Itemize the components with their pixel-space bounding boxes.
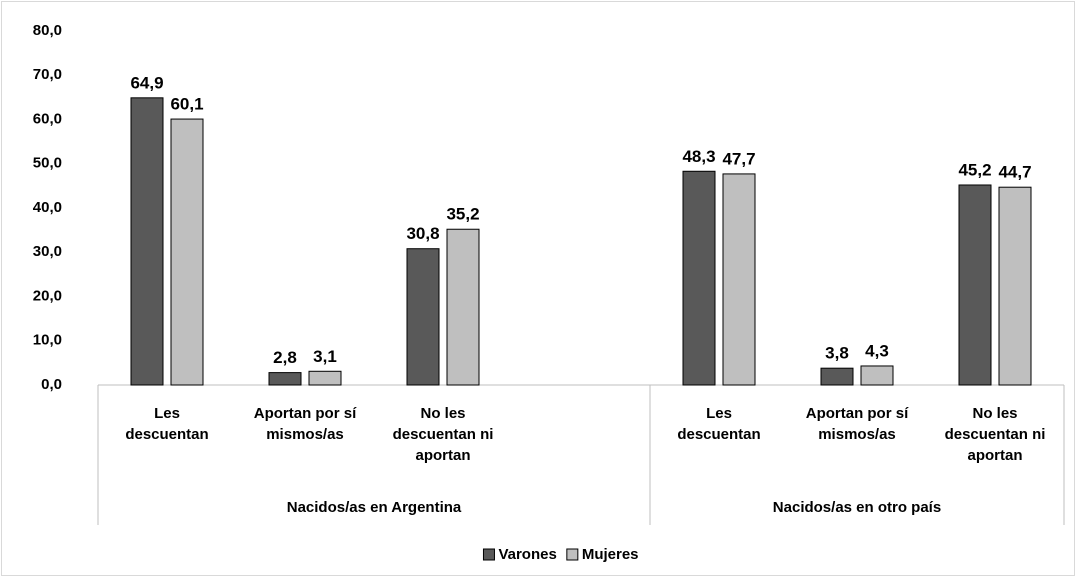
bar xyxy=(130,97,164,386)
x-tick-label: Aportan por sí mismos/as xyxy=(805,405,909,443)
legend-swatch xyxy=(566,548,579,561)
bar xyxy=(998,186,1032,386)
x-tick-label: Les descuentan xyxy=(125,405,209,443)
data-label: 48,3 xyxy=(682,147,715,166)
bar xyxy=(406,248,440,386)
y-tick-label: 50,0 xyxy=(33,155,62,172)
data-label: 44,7 xyxy=(998,163,1031,182)
group-label: Nacidos/as en Argentina xyxy=(287,499,462,516)
data-label: 4,3 xyxy=(865,341,889,360)
bar xyxy=(170,118,204,386)
data-label: 64,9 xyxy=(130,73,163,92)
data-label: 2,8 xyxy=(273,348,297,367)
chart-border xyxy=(1,1,1075,576)
bar xyxy=(268,372,302,386)
y-tick-label: 0,0 xyxy=(41,376,62,393)
legend-label: Mujeres xyxy=(582,546,639,563)
x-tick-label: Les descuentan xyxy=(677,405,761,443)
x-tick-label: No les descuentan ni aportan xyxy=(944,405,1046,464)
legend-label: Varones xyxy=(498,546,556,563)
y-tick-label: 10,0 xyxy=(33,332,62,349)
bar xyxy=(682,170,716,386)
data-label: 3,8 xyxy=(825,344,849,363)
y-tick-label: 40,0 xyxy=(33,199,62,216)
bar xyxy=(722,173,756,386)
x-tick-label: No les descuentan ni aportan xyxy=(392,405,494,464)
data-label: 45,2 xyxy=(958,160,991,179)
y-tick-label: 80,0 xyxy=(33,22,62,39)
group-label: Nacidos/as en otro país xyxy=(773,499,941,516)
y-tick-label: 70,0 xyxy=(33,66,62,83)
y-tick-label: 30,0 xyxy=(33,243,62,260)
legend-swatch xyxy=(482,548,495,561)
bar xyxy=(820,367,854,386)
y-tick-label: 20,0 xyxy=(33,287,62,304)
bar xyxy=(308,370,342,386)
bar xyxy=(446,228,480,386)
data-label: 30,8 xyxy=(406,224,439,243)
data-label: 47,7 xyxy=(722,149,755,168)
bar xyxy=(958,184,992,386)
y-tick-label: 60,0 xyxy=(33,110,62,127)
data-label: 35,2 xyxy=(446,205,479,224)
data-label: 3,1 xyxy=(313,347,337,366)
bar xyxy=(860,365,894,386)
x-tick-label: Aportan por sí mismos/as xyxy=(253,405,357,443)
data-label: 60,1 xyxy=(170,95,203,114)
